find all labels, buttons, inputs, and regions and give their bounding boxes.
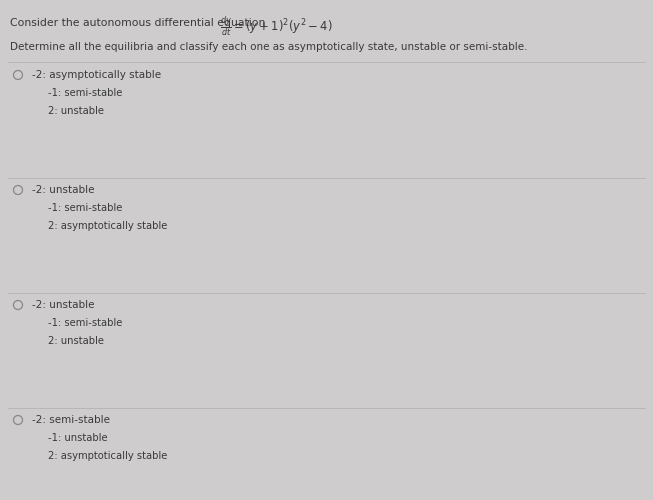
Text: Consider the autonomous differential equation: Consider the autonomous differential equ… [10,18,269,28]
Text: $\frac{dy}{dt} = (y+1)^2(y^2-4)$: $\frac{dy}{dt} = (y+1)^2(y^2-4)$ [220,14,332,38]
Text: 2: unstable: 2: unstable [48,336,104,346]
Text: -1: semi-stable: -1: semi-stable [48,203,122,213]
Text: 2: asymptotically stable: 2: asymptotically stable [48,451,167,461]
Text: -2: asymptotically stable: -2: asymptotically stable [32,70,161,80]
Text: -2: unstable: -2: unstable [32,300,95,310]
Text: 2: asymptotically stable: 2: asymptotically stable [48,221,167,231]
Text: Determine all the equilibria and classify each one as asymptotically state, unst: Determine all the equilibria and classif… [10,42,528,52]
Text: -1: semi-stable: -1: semi-stable [48,318,122,328]
Text: -2: semi-stable: -2: semi-stable [32,415,110,425]
Text: -1: unstable: -1: unstable [48,433,108,443]
Text: -2: unstable: -2: unstable [32,185,95,195]
Text: -1: semi-stable: -1: semi-stable [48,88,122,98]
Text: 2: unstable: 2: unstable [48,106,104,116]
